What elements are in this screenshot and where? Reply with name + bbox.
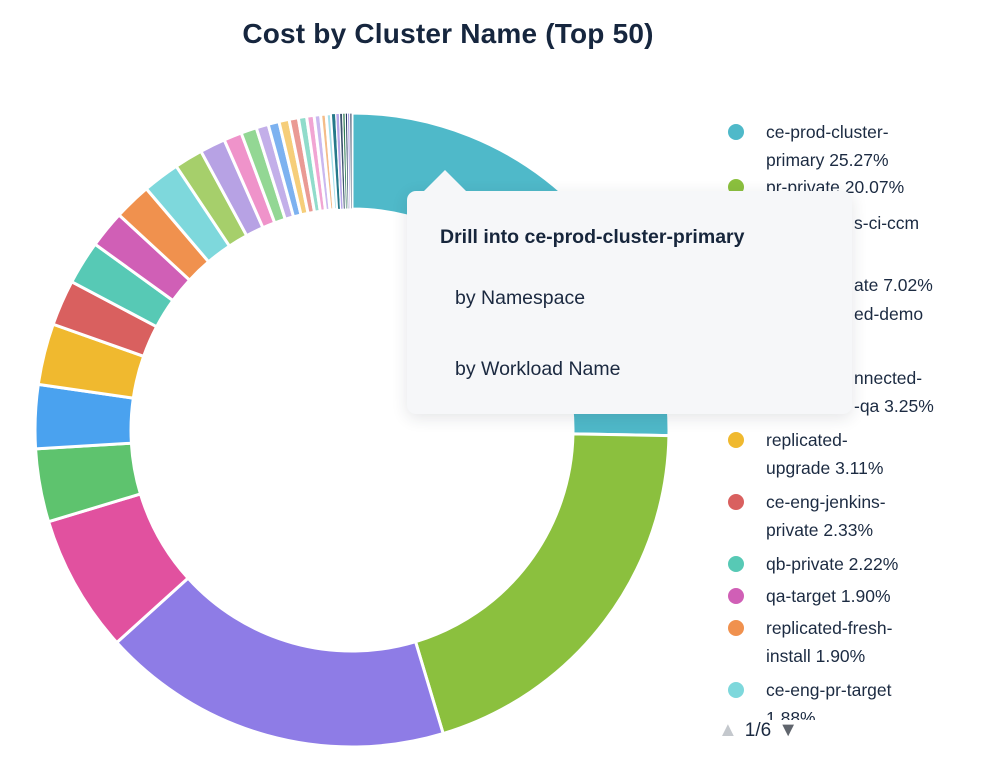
legend-item-7[interactable]: ce-eng-jenkins-private 2.33% (728, 488, 886, 544)
legend-dot (728, 682, 744, 698)
tooltip-header: Drill into ce-prod-cluster-primary (440, 226, 745, 248)
donut-slice-pr-private[interactable] (414, 432, 671, 736)
legend-page-down-icon[interactable]: ▼ (778, 719, 799, 741)
legend-label: ate 7.02% (854, 275, 933, 295)
legend-page-indicator: 1/6 (744, 719, 772, 741)
legend-item-4[interactable]: ed-demo (728, 300, 923, 328)
legend-item-11[interactable]: ce-eng-pr-target 1.88% (728, 676, 891, 720)
tooltip-arrow (423, 170, 467, 192)
legend-dot (728, 588, 744, 604)
legend-dot (728, 556, 744, 572)
legend-dot (728, 620, 744, 636)
tooltip-item-by-workload-name[interactable]: by Workload Name (455, 358, 621, 380)
chart-title: Cost by Cluster Name (Top 50) (242, 18, 654, 49)
legend-label: ce-eng-jenkins-private 2.33% (766, 492, 886, 540)
legend-item-6[interactable]: replicated-upgrade 3.11% (728, 426, 883, 482)
legend-label: replicated-upgrade 3.11% (766, 430, 884, 478)
legend-pagination: ▲ 1/6 ▼ (718, 719, 798, 742)
legend-label: s-ci-ccm (854, 213, 920, 233)
legend-dot (728, 124, 744, 140)
legend-dot (728, 432, 744, 448)
legend-item-5[interactable]: nnected- -qa 3.25% (728, 364, 934, 420)
legend-label: ed-demo (854, 304, 924, 324)
legend-label: ce-prod-cluster-primary 25.27% (766, 122, 889, 170)
donut-slice-s-ci-ccm[interactable] (115, 576, 445, 749)
legend-dot (728, 494, 744, 510)
legend-item-3[interactable]: ate 7.02% (728, 271, 933, 299)
tooltip-item-by-namespace[interactable]: by Namespace (455, 287, 586, 309)
legend-label: qa-target 1.90% (766, 586, 891, 606)
drilldown-tooltip: Drill into ce-prod-cluster-primary by Na… (407, 170, 852, 414)
legend-item-9[interactable]: qa-target 1.90% (728, 582, 891, 610)
legend-label: replicated-fresh-install 1.90% (766, 618, 893, 666)
legend-item-10[interactable]: replicated-fresh-install 1.90% (728, 614, 892, 670)
legend-label: qb-private 2.22% (766, 554, 899, 574)
legend-item-2[interactable]: s-ci-ccm (728, 209, 919, 237)
legend-page-up-icon[interactable]: ▲ (718, 719, 738, 741)
legend-item-0[interactable]: ce-prod-cluster-primary 25.27% (728, 118, 889, 174)
legend: ce-prod-cluster-primary 25.27% pr-private… (715, 0, 994, 720)
legend-label: ce-eng-pr-target 1.88% (766, 680, 892, 720)
donut-slice-small-32[interactable] (349, 112, 353, 210)
legend-item-8[interactable]: qb-private 2.22% (728, 550, 898, 578)
legend-label: nnected- -qa 3.25% (854, 368, 934, 416)
